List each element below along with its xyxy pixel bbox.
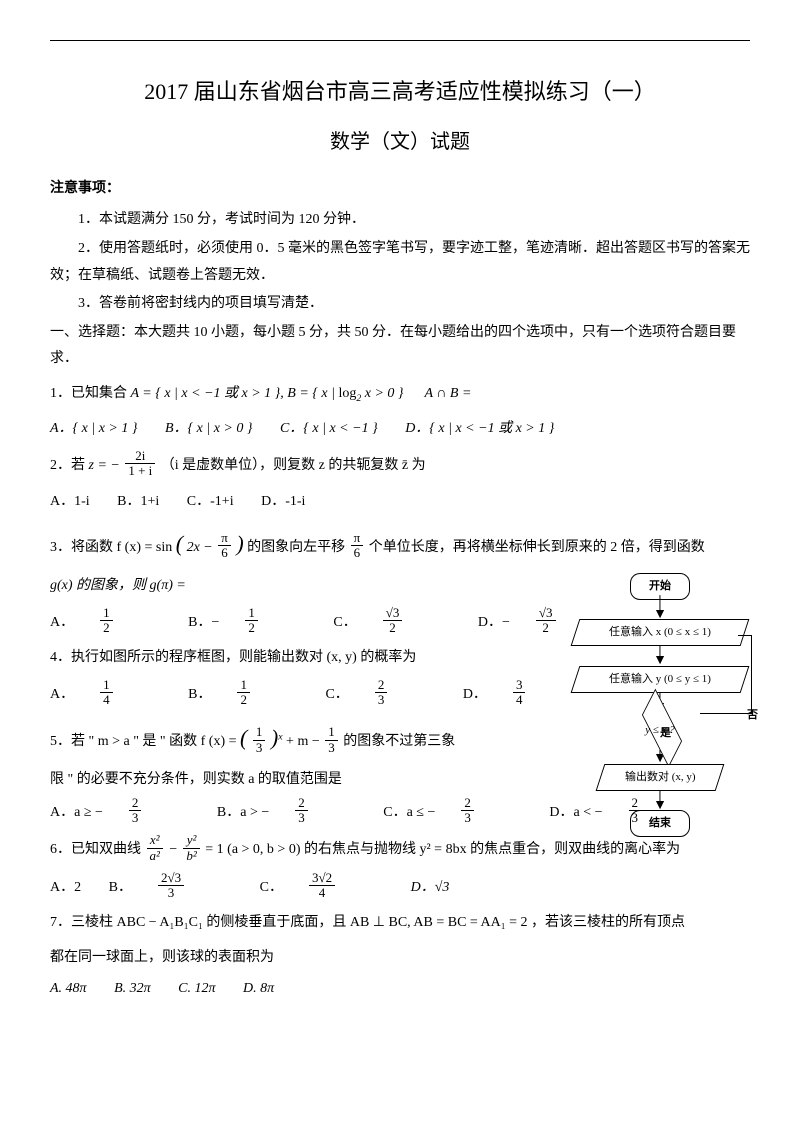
q3-opt-b: B．−12 [188,615,306,630]
q2-frac: 2i 1 + i [125,449,155,479]
q2-stem: 2．若 [50,458,89,473]
page-subtitle: 数学（文）试题 [50,123,750,161]
q7-opt-a: A. 48π [50,981,87,996]
page-title: 2017 届山东省烟台市高三高考适应性模拟练习（一） [50,71,750,113]
q5-opt-b: B．a > −23 [217,805,356,820]
fc-output: 输出数对 (x, y) [600,764,720,791]
q3-line2: g(x) 的图象，则 g(π) = [50,573,550,600]
q3-opt-a: A．12 [50,615,161,630]
q7-options: A. 48π B. 32π C. 12π D. 8π [50,976,750,1003]
fc-input-y: 任意输入 y (0 ≤ y ≤ 1) [575,666,745,693]
notice-item: 3．答卷前将密封线内的项目填写清楚． [50,291,750,318]
q7-line2: 都在同一球面上，则该球的表面积为 [50,945,750,972]
q3-tail: 的图象向左平移 [247,540,345,555]
q5-base: 13 [253,725,266,755]
question-6: 6．已知双曲线 x²a² − y²b² = 1 (a > 0, b > 0) 的… [50,835,750,865]
q2-options: A．1-i B．1+i C．-1+i D．-1-i [50,489,750,516]
q1-stem: 1．已知集合 [50,386,131,401]
q6-opt-d: D．√3 [411,880,450,895]
q7-opt-c: C. 12π [178,981,215,996]
q2-opt-b: B．1+i [117,494,159,509]
fc-input-x: 任意输入 x (0 ≤ x ≤ 1) [575,619,745,646]
q1-setA: A = { x | x < −1 或 x > 1 }, [131,386,288,401]
question-7: 7．三棱柱 ABC − A₁B₁C₁ 的侧棱垂直于底面，且 AB ⊥ BC, A… [50,910,750,937]
q5-opt-a: A．a ≥ −23 [50,805,189,820]
q6-opt-a: A．2 [50,880,81,895]
fc-arrow: │▼ [560,600,760,620]
q3-pi6: π 6 [218,531,231,561]
q2-opt-d: D．-1-i [261,494,305,509]
fc-loop-line [700,713,752,715]
q3-stem: 3．将函数 f (x) = sin [50,540,172,555]
q7-opt-d: D. 8π [243,981,274,996]
section-heading: 一、选择题：本大题共 10 小题，每小题 5 分，共 50 分．在每小题给出的四… [50,320,750,373]
q1-opt-b: B．{ x | x > 0 } [165,421,252,436]
question-2: 2．若 z = − 2i 1 + i （i 是虚数单位），则复数 z 的共轭复数… [50,451,750,481]
notice-item: 2．使用答题纸时，必须使用 0．5 毫米的黑色签字笔书写，要字迹工整，笔迹清晰．… [50,236,750,289]
q1-tail: A ∩ B = [425,386,472,401]
q2-opt-a: A．1-i [50,494,90,509]
q5-third: 13 [325,725,338,755]
q3-q5-block: 开始 │▼ 任意输入 x (0 ≤ x ≤ 1) │▼ 任意输入 y (0 ≤ … [50,573,750,759]
fc-loop-line [738,635,752,637]
question-3: 3．将函数 f (x) = sin ( 2x − π 6 ) 的图象向左平移 π… [50,523,750,565]
q2-opt-c: C．-1+i [187,494,234,509]
notice-heading: 注意事项： [50,176,750,203]
fc-loop-line [751,635,753,713]
top-rule [50,40,750,41]
fc-start: 开始 [630,573,690,600]
q3-tail2: 个单位长度，再将横坐标伸长到原来的 2 倍，得到函数 [369,540,705,555]
q3-opt-c: C．√32 [333,615,450,630]
q1-opt-c: C．{ x | x < −1 } [280,421,378,436]
fc-yes-label: 是 [660,723,671,744]
q1-opt-d: D．{ x | x < −1 或 x > 1 } [405,421,554,436]
question-5: 5．若 " m > a " 是 " 函数 f (x) = ( 13 )x + m… [50,717,550,759]
notice-item: 1．本试题满分 150 分，考试时间为 120 分钟． [50,207,750,234]
q4-opt-b: B．12 [188,687,298,702]
q2-tail: （i 是虚数单位），则复数 z 的共轭复数 z̄ 为 [161,458,426,473]
q3-pi6b: π 6 [351,531,364,561]
q5-opt-c: C．a ≤ −23 [383,805,522,820]
q4-opt-c: C．23 [325,687,435,702]
fc-arrow: │▼ [560,646,760,666]
q4-opt-d: D．34 [463,687,574,702]
q1-setB: B = { x | log2 x > 0 } [287,386,403,401]
q1-opt-a: A．{ x | x > 1 } [50,421,137,436]
q6-options: A．2 B．2√33 C．3√24 D．√3 [50,873,750,903]
fc-no-label: 否 [747,705,758,726]
q6-opt-c: C．3√24 [260,880,383,895]
question-1: 1．已知集合 A = { x | x < −1 或 x > 1 }, B = {… [50,381,750,408]
q1-options: A．{ x | x > 1 } B．{ x | x > 0 } C．{ x | … [50,416,750,443]
q6-opt-b: B．2√33 [109,880,232,895]
q4-opt-a: A．14 [50,687,161,702]
q7-opt-b: B. 32π [114,981,151,996]
question-4: 4．执行如图所示的程序框图，则能输出数对 (x, y) 的概率为 [50,645,550,672]
q5-options: A．a ≥ −23 B．a > −23 C．a ≤ −23 D．a < −23 [50,798,750,828]
